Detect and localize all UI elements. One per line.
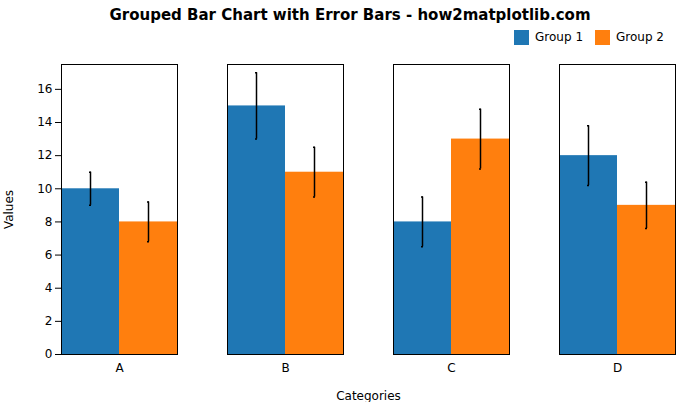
html-text:Grouped Bar Chart with Error B: Grouped Bar Chart with Error Bars - how2… bbox=[109, 6, 591, 24]
svg-text:C: C bbox=[447, 361, 455, 375]
svg-text:D: D bbox=[613, 361, 622, 375]
svg-text:0: 0 bbox=[45, 347, 53, 361]
svg-text:Values: Values bbox=[2, 190, 16, 229]
svg-text:14: 14 bbox=[37, 115, 52, 129]
svg-text:6: 6 bbox=[45, 248, 53, 262]
html-text:Group 1: Group 1 bbox=[535, 30, 583, 44]
svg-text:B: B bbox=[281, 361, 289, 375]
svg-text:4: 4 bbox=[45, 281, 53, 295]
svg-text:12: 12 bbox=[37, 148, 52, 162]
svg-text:8: 8 bbox=[45, 215, 53, 229]
html-text:Group 2: Group 2 bbox=[616, 30, 664, 44]
svg-text:Categories: Categories bbox=[336, 389, 401, 403]
svg-text:10: 10 bbox=[37, 182, 52, 196]
svg-text:A: A bbox=[115, 361, 124, 375]
svg-text:16: 16 bbox=[37, 82, 52, 96]
svg-text:2: 2 bbox=[45, 314, 53, 328]
